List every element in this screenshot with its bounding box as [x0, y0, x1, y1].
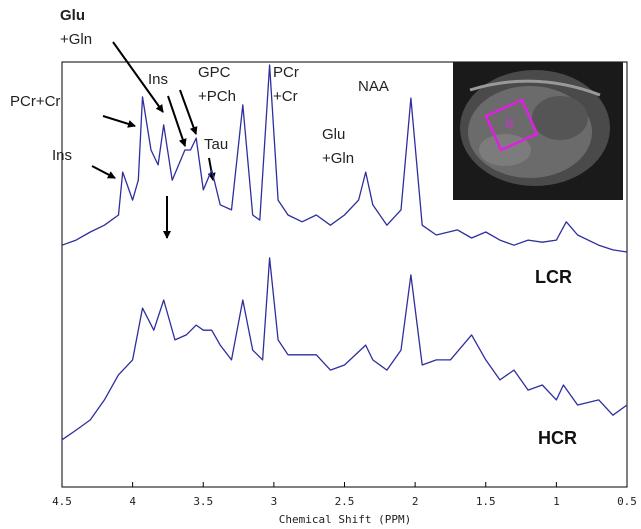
inset-image — [453, 62, 623, 200]
x-tick-label: 4 — [129, 495, 136, 508]
peak-annotation: PCr+Cr — [10, 93, 60, 110]
x-tick-label: 3 — [271, 495, 278, 508]
x-tick-label: 4.5 — [52, 495, 72, 508]
peak-annotation: GPC — [198, 64, 231, 81]
peak-annotation: Glu — [60, 7, 85, 24]
peak-annotation: Tau — [204, 136, 228, 153]
spectrum-line — [61, 257, 628, 441]
x-axis-label: Chemical Shift (PPM) — [279, 513, 411, 526]
peak-annotation: +PCh — [198, 88, 236, 105]
peak-annotation: Glu — [322, 126, 345, 143]
series-label: LCR — [535, 267, 572, 287]
spectrum-line — [61, 64, 628, 253]
peak-annotation: +Gln — [322, 150, 354, 167]
arrows — [91, 41, 216, 239]
peak-annotation: Ins — [52, 147, 72, 164]
peak-annotation: NAA — [358, 78, 389, 95]
peak-annotation: +Gln — [60, 31, 92, 48]
x-tick-label: 1.5 — [476, 495, 496, 508]
peak-annotation: PCr — [273, 64, 299, 81]
series-label: HCR — [538, 428, 577, 448]
x-tick-label: 1 — [553, 495, 560, 508]
x-tick-label: 2.5 — [335, 495, 355, 508]
peak-annotation: Ins — [148, 71, 168, 88]
x-tick-label: 0.5 — [617, 495, 637, 508]
peak-annotation: +Cr — [273, 88, 298, 105]
x-tick-label: 2 — [412, 495, 419, 508]
x-tick-label: 3.5 — [193, 495, 213, 508]
